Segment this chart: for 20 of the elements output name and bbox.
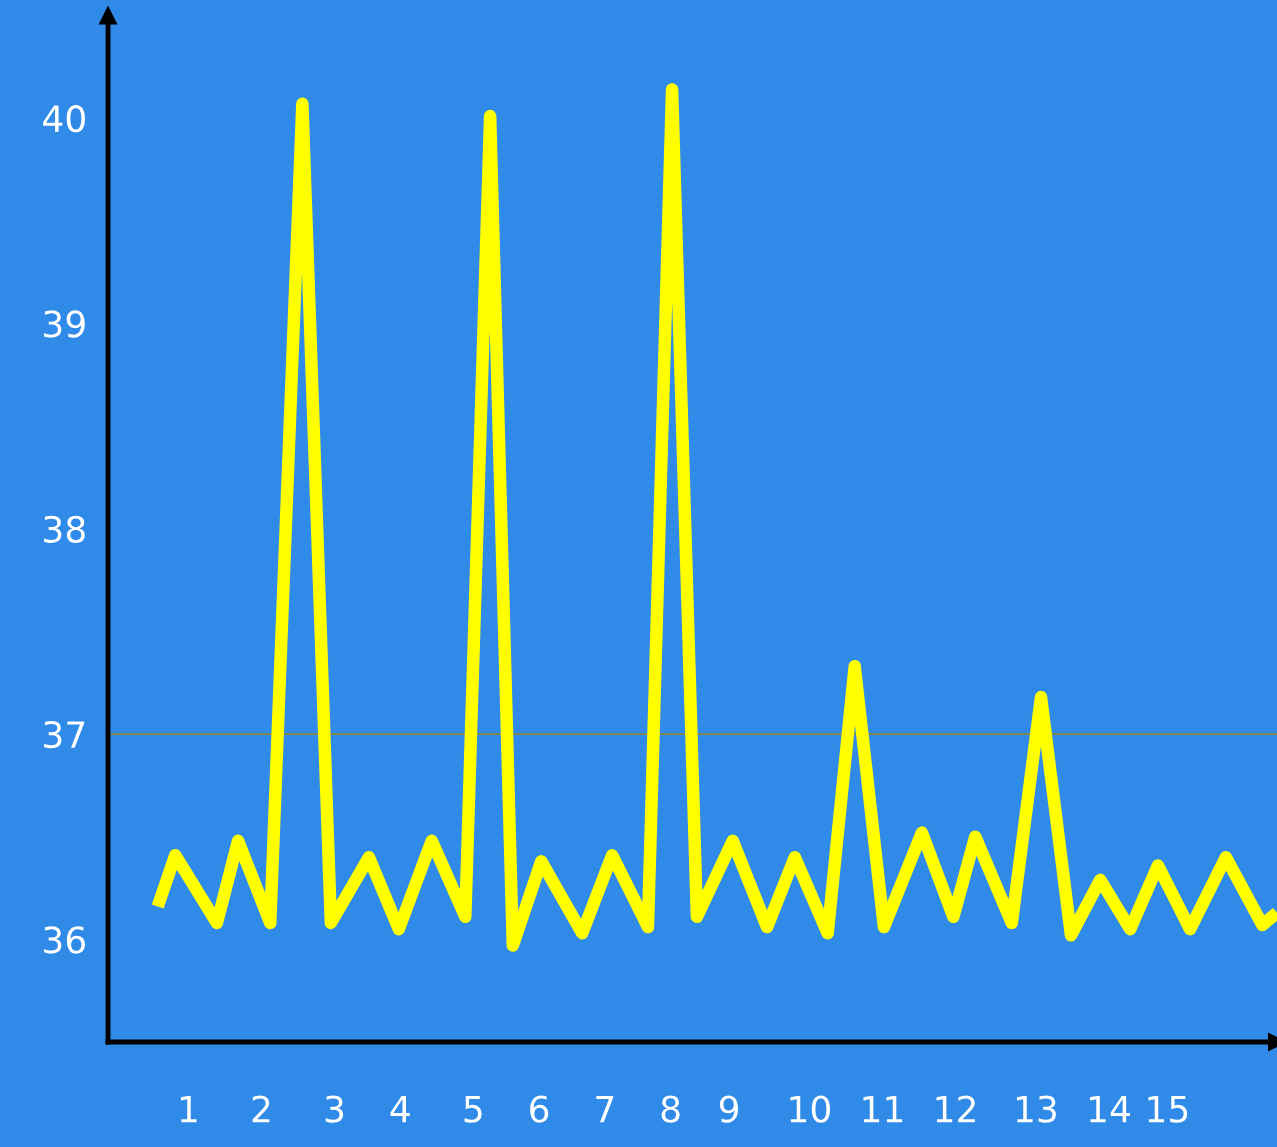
x-tick-label: 11: [863, 1095, 903, 1123]
x-tick-label: 13: [1016, 1095, 1056, 1123]
x-tick-label: 7: [596, 1095, 614, 1123]
y-tick-label: 38: [44, 515, 85, 543]
x-tick-label: 14: [1089, 1095, 1130, 1123]
x-tick-label: 5: [464, 1095, 482, 1123]
y-tick-label: 39: [44, 310, 85, 338]
x-tick-label: 12: [936, 1095, 975, 1123]
x-tick-label: 10: [790, 1095, 830, 1123]
x-tick-label: 4: [390, 1095, 410, 1123]
y-tick-label: 40: [43, 105, 85, 133]
x-tick-label: 6: [530, 1095, 549, 1123]
x-tick-label: 3: [325, 1095, 344, 1123]
y-tick-label: 37: [44, 721, 85, 749]
x-tick-label: 9: [719, 1095, 738, 1123]
x-tick-label: 15: [1148, 1095, 1188, 1123]
y-tick-label: 36: [44, 926, 86, 954]
x-tick-label: 8: [661, 1095, 680, 1123]
x-tick-label: 1: [180, 1095, 197, 1123]
x-tick-label: 2: [252, 1095, 270, 1123]
